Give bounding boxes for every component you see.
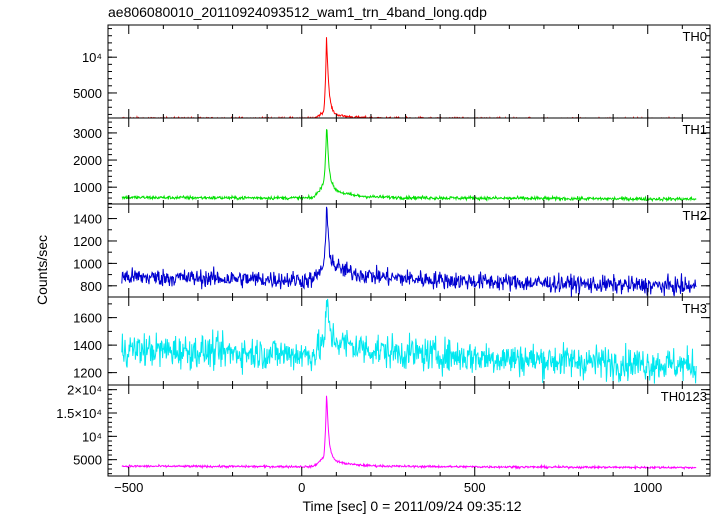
y-tick-label: 1400 [73, 338, 102, 353]
y-tick-label: 5000 [73, 86, 102, 101]
series-th0123 [121, 395, 697, 471]
y-tick-label: 2000 [73, 153, 102, 168]
x-axis: −500 0 500 1000 [114, 480, 662, 495]
y-tick-label: 10⁴ [82, 429, 102, 444]
panel-label-th0123: TH0123 [661, 389, 707, 404]
y-axis-label: Counts/sec [34, 235, 50, 305]
panel-label-th3: TH3 [682, 301, 707, 316]
series-th2 [121, 206, 697, 297]
y-tick-label: 800 [80, 279, 102, 294]
panel-frame [107, 117, 711, 205]
panel-th0123: 5000 10⁴ 1.5×10⁴ 2×10⁴ TH0123 [56, 383, 711, 477]
y-tick-label: 3000 [73, 126, 102, 141]
panel-th1: 1000 2000 3000 TH1 [73, 117, 711, 205]
panel-frame [107, 24, 711, 119]
y-tick-label: 1200 [73, 366, 102, 381]
series-th0 [121, 37, 696, 118]
y-tick-label: 1400 [73, 212, 102, 227]
y-tick-label: 2×10⁴ [67, 383, 102, 398]
panel-th0: 5000 10⁴ TH0 [73, 24, 711, 119]
x-axis-label: Time [sec] 0 = 2011/09/24 09:35:12 [302, 498, 521, 514]
series-th1 [121, 128, 697, 203]
x-tick-label: 1000 [633, 480, 662, 495]
panel-label-th2: TH2 [682, 208, 707, 223]
chart-title: ae806080010_20110924093512_wam1_trn_4ban… [108, 4, 487, 20]
y-tick-label: 10⁴ [82, 50, 102, 65]
y-tick-label: 1000 [73, 256, 102, 271]
x-tick-label: 500 [464, 480, 486, 495]
x-tick-label: −500 [114, 480, 143, 495]
y-tick-label: 1000 [73, 180, 102, 195]
y-tick-label: 5000 [73, 453, 102, 468]
x-tick-label: 0 [298, 480, 305, 495]
panel-th3: 1200 1400 1600 TH3 [73, 296, 711, 386]
panel-th2: 800 1000 1200 1400 TH2 [73, 203, 711, 298]
panel-frame [107, 384, 711, 477]
panels-group: 5000 10⁴ TH0 1000 2000 3000 TH1 800 1000 1200 1400… [56, 24, 711, 477]
y-tick-label: 1600 [73, 311, 102, 326]
panel-label-th1: TH1 [682, 122, 707, 137]
series-th3 [121, 298, 697, 384]
panel-label-th0: TH0 [682, 29, 707, 44]
y-tick-label: 1.5×10⁴ [56, 406, 102, 421]
y-tick-label: 1200 [73, 234, 102, 249]
